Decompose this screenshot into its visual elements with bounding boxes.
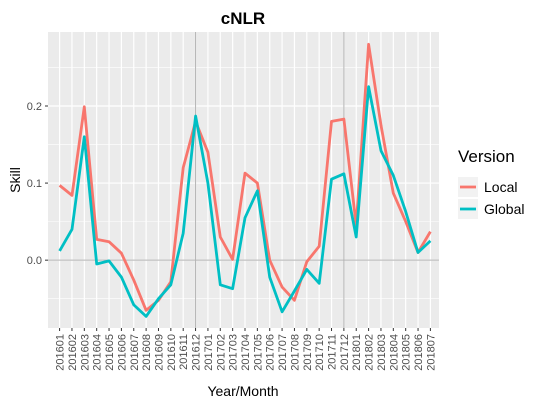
x-tick-label: 201805 [401, 334, 413, 371]
x-tick-label: 201605 [104, 334, 116, 371]
x-tick-label: 201702 [215, 334, 227, 371]
x-tick-label: 201602 [67, 334, 79, 371]
x-tick-label: 201708 [289, 334, 301, 371]
x-tick-label: 201606 [116, 334, 128, 371]
x-tick-label: 201807 [425, 334, 437, 371]
x-tick-label: 201709 [302, 334, 314, 371]
series-line-local [58, 42, 432, 312]
series-line-global [58, 85, 432, 318]
x-tick-label: 201705 [252, 334, 264, 371]
x-axis: 201601 201602 201603 201604 201605 201606 2016… [55, 328, 437, 371]
x-tick-label: 201806 [413, 334, 425, 371]
grid-lines [48, 32, 439, 328]
y-axis: 0.0 0.1 0.2 [27, 101, 48, 267]
x-tick-label: 201604 [92, 334, 104, 371]
chart-title: cNLR [221, 9, 265, 28]
x-tick-label: 201707 [277, 334, 289, 371]
x-tick-label: 201601 [55, 334, 67, 371]
legend-label-local: Local [484, 179, 517, 195]
x-tick-label: 201611 [178, 334, 190, 370]
x-tick-label: 201712 [339, 334, 351, 371]
x-tick-label: 201612 [191, 334, 203, 371]
legend-label-global: Global [484, 201, 524, 217]
x-tick-label: 201801 [351, 334, 363, 371]
x-tick-label: 201803 [376, 334, 388, 371]
x-axis-label: Year/Month [207, 383, 278, 399]
x-tick-label: 201804 [388, 334, 400, 371]
y-tick-label: 0.1 [27, 178, 42, 190]
legend-title: Version [458, 147, 515, 166]
x-tick-label: 201711 [327, 334, 339, 370]
y-tick-label: 0.2 [27, 101, 42, 113]
x-tick-label: 201802 [364, 334, 376, 371]
y-axis-label: Skill [7, 167, 23, 193]
x-tick-label: 201609 [154, 334, 166, 371]
x-tick-label: 201706 [265, 334, 277, 371]
series-lines [58, 42, 432, 318]
x-tick-label: 201704 [240, 334, 252, 371]
x-tick-label: 201710 [314, 334, 326, 371]
x-tick-label: 201603 [79, 334, 91, 371]
x-tick-label: 201701 [203, 334, 215, 371]
x-tick-label: 201703 [228, 334, 240, 371]
x-tick-label: 201607 [129, 334, 141, 371]
y-tick-label: 0.0 [27, 255, 42, 267]
legend: Version Local Global [458, 147, 524, 219]
x-tick-label: 201608 [141, 334, 153, 371]
x-tick-label: 201610 [166, 334, 178, 371]
